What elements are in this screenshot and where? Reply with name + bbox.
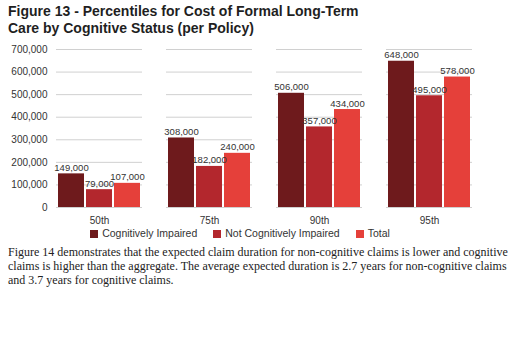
svg-text:182,000: 182,000: [192, 154, 226, 165]
svg-text:308,000: 308,000: [164, 126, 198, 137]
svg-text:200,000: 200,000: [11, 157, 48, 168]
svg-text:240,000: 240,000: [220, 141, 254, 152]
html-text:Figure 14 demonstrates that th: Figure 14 demonstrates that the expected…: [8, 245, 508, 287]
svg-text:600,000: 600,000: [11, 66, 48, 77]
svg-text:434,000: 434,000: [330, 98, 364, 109]
svg-text:495,000: 495,000: [412, 84, 446, 95]
svg-text:500,000: 500,000: [11, 89, 48, 100]
html-text:Figure 13 - Percentiles for Co: Figure 13 - Percentiles for Cost of Form…: [8, 3, 359, 36]
svg-text:149,000: 149,000: [54, 162, 88, 173]
svg-text:0: 0: [42, 202, 48, 213]
svg-text:300,000: 300,000: [11, 134, 48, 145]
svg-text:75th: 75th: [200, 215, 219, 226]
html-text:Not Cognitively Impaired: Not Cognitively Impaired: [225, 227, 340, 239]
svg-text:648,000: 648,000: [384, 49, 418, 60]
svg-text:79,000: 79,000: [85, 177, 114, 189]
svg-text:90th: 90th: [310, 215, 329, 226]
svg-text:400,000: 400,000: [11, 111, 48, 122]
svg-text:50th: 50th: [90, 215, 109, 226]
html-text:Total: Total: [367, 227, 390, 239]
svg-text:357,000: 357,000: [302, 115, 336, 126]
svg-text:95th: 95th: [420, 215, 439, 226]
svg-text:700,000: 700,000: [11, 44, 48, 55]
svg-text:578,000: 578,000: [440, 65, 474, 76]
html-text:Cognitively Impaired: Cognitively Impaired: [102, 227, 198, 239]
svg-text:506,000: 506,000: [274, 81, 308, 92]
svg-text:100,000: 100,000: [11, 179, 48, 190]
svg-text:107,000: 107,000: [110, 171, 144, 182]
